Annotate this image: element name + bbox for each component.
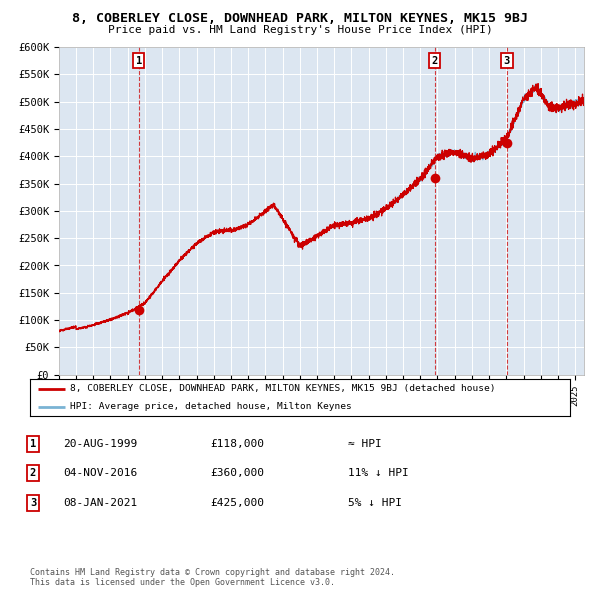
Text: 5% ↓ HPI: 5% ↓ HPI <box>348 498 402 507</box>
Text: £425,000: £425,000 <box>210 498 264 507</box>
Text: Contains HM Land Registry data © Crown copyright and database right 2024.
This d: Contains HM Land Registry data © Crown c… <box>30 568 395 587</box>
Text: 2: 2 <box>30 468 36 478</box>
Text: ≈ HPI: ≈ HPI <box>348 439 382 448</box>
Text: 3: 3 <box>504 56 510 66</box>
Text: HPI: Average price, detached house, Milton Keynes: HPI: Average price, detached house, Milt… <box>71 402 352 411</box>
Text: 3: 3 <box>30 498 36 507</box>
Text: 2: 2 <box>431 56 438 66</box>
Text: 1: 1 <box>136 56 142 66</box>
Text: 20-AUG-1999: 20-AUG-1999 <box>63 439 137 448</box>
Text: 11% ↓ HPI: 11% ↓ HPI <box>348 468 409 478</box>
Text: 8, COBERLEY CLOSE, DOWNHEAD PARK, MILTON KEYNES, MK15 9BJ (detached house): 8, COBERLEY CLOSE, DOWNHEAD PARK, MILTON… <box>71 384 496 393</box>
Text: Price paid vs. HM Land Registry's House Price Index (HPI): Price paid vs. HM Land Registry's House … <box>107 25 493 35</box>
Text: 04-NOV-2016: 04-NOV-2016 <box>63 468 137 478</box>
Text: £360,000: £360,000 <box>210 468 264 478</box>
Text: £118,000: £118,000 <box>210 439 264 448</box>
Text: 8, COBERLEY CLOSE, DOWNHEAD PARK, MILTON KEYNES, MK15 9BJ: 8, COBERLEY CLOSE, DOWNHEAD PARK, MILTON… <box>72 12 528 25</box>
Text: 1: 1 <box>30 439 36 448</box>
Text: 08-JAN-2021: 08-JAN-2021 <box>63 498 137 507</box>
